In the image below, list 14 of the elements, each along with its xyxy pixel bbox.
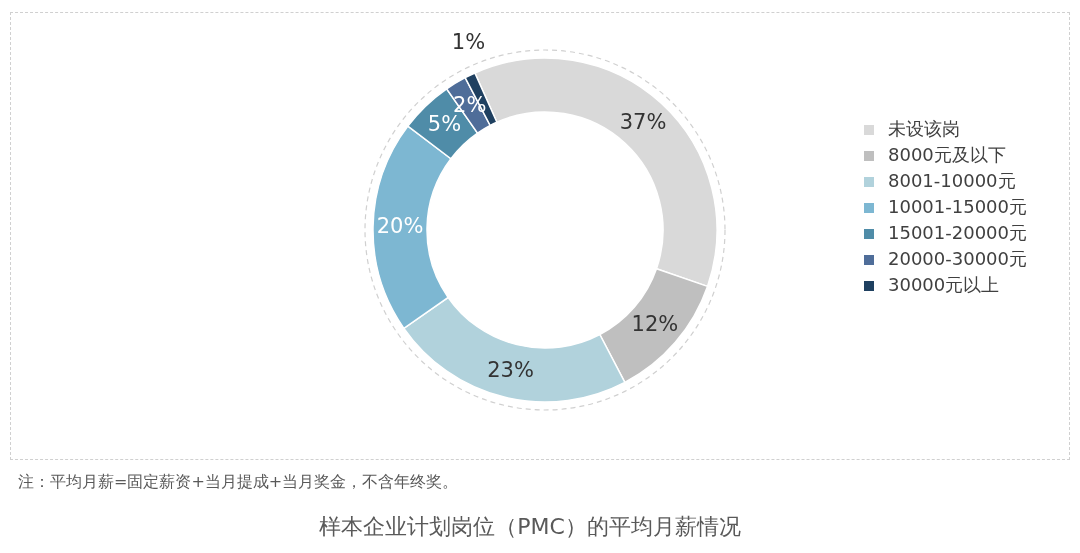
text: 注：平均月薪=固定薪资+当月提成+当月奖金，不含年终奖。 [18, 472, 459, 493]
data-label: 20% [376, 214, 424, 239]
legend-label: 20000-30000元 [888, 248, 1028, 269]
text: 样本企业计划岗位（PMC）的平均月薪情况 [318, 513, 742, 541]
data-label: 23% [487, 357, 534, 382]
legend-label: 8001-10000元 [888, 170, 1016, 191]
data-label: 1% [451, 30, 486, 55]
legend-label: 30000元以上 [888, 274, 1000, 295]
legend-label: 15001-20000元 [888, 222, 1028, 243]
data-label: 37% [619, 110, 667, 135]
legend-label: 10001-15000元 [888, 196, 1028, 217]
data-label: 12% [631, 311, 679, 336]
legend-label: 8000元及以下 [888, 144, 1006, 165]
legend-label: 未设该岗 [888, 118, 960, 139]
